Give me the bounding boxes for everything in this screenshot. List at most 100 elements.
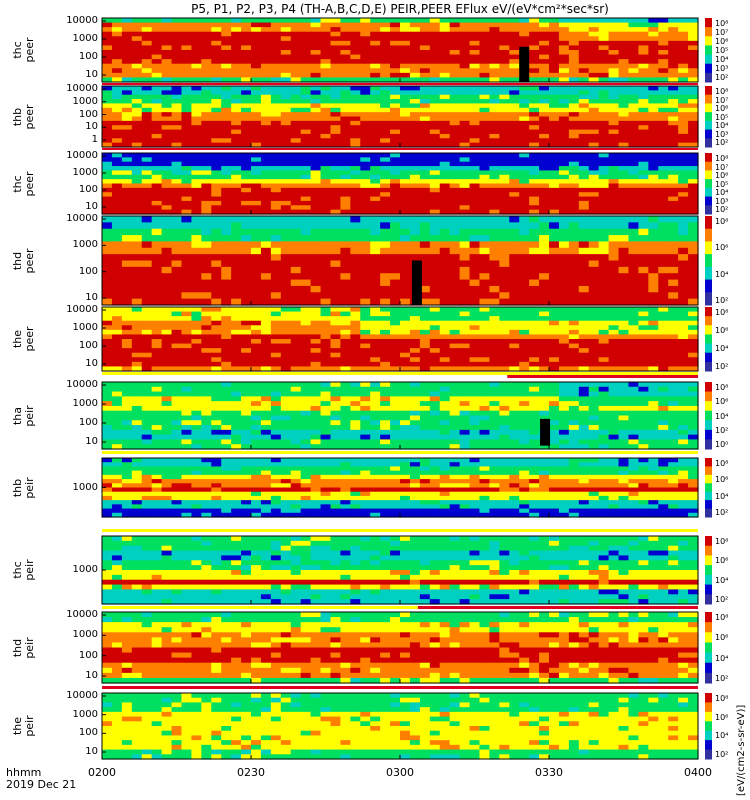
heatmap-cell xyxy=(668,107,679,113)
heatmap-cell xyxy=(519,86,530,91)
heatmap-cell xyxy=(310,279,322,287)
heatmap-cell xyxy=(231,343,242,349)
heatmap-cell xyxy=(658,174,669,180)
heatmap-cell xyxy=(241,228,252,236)
heatmap-cell xyxy=(568,103,580,109)
heatmap-cell xyxy=(131,40,143,47)
heatmap-cell xyxy=(131,266,143,274)
heatmap-cell xyxy=(151,298,163,306)
heatmap-cell xyxy=(509,334,520,340)
heatmap-cell xyxy=(658,161,669,167)
heatmap-cell xyxy=(568,228,580,236)
heatmap-cell xyxy=(161,382,173,388)
heatmap-cell xyxy=(558,228,570,236)
heatmap-cell xyxy=(678,205,689,211)
colorbar-segment xyxy=(705,63,712,74)
heatmap-cell xyxy=(658,200,669,206)
heatmap-cell xyxy=(539,153,550,158)
heatmap-cell xyxy=(121,63,133,69)
heatmap-cell xyxy=(350,138,361,144)
heatmap-cell xyxy=(231,138,242,144)
heatmap-cell xyxy=(588,320,600,326)
heatmap-cell xyxy=(668,361,679,368)
heatmap-cell xyxy=(181,107,192,113)
heatmap-cell xyxy=(370,391,381,397)
heatmap-cell xyxy=(280,329,292,336)
heatmap-cell xyxy=(409,241,421,249)
heatmap-cell xyxy=(161,170,173,176)
heatmap-cell xyxy=(251,205,262,211)
heatmap-cell xyxy=(400,307,411,313)
heatmap-cell xyxy=(648,161,659,167)
heatmap-cell xyxy=(211,68,222,74)
heatmap-cell xyxy=(340,166,351,172)
heatmap-cell xyxy=(231,209,242,215)
heatmap-cell xyxy=(380,72,391,79)
heatmap-cell xyxy=(489,425,500,431)
heatmap-cell xyxy=(479,420,490,426)
heatmap-cell xyxy=(241,425,252,431)
heatmap-cell xyxy=(360,205,371,211)
heatmap-cell xyxy=(688,273,699,281)
heatmap-cell xyxy=(171,205,183,211)
heatmap-cell xyxy=(419,307,431,313)
heatmap-cell xyxy=(320,420,332,426)
heatmap-cell xyxy=(221,320,232,326)
heatmap-cell xyxy=(499,99,510,105)
heatmap-cell xyxy=(102,50,113,56)
heatmap-cell xyxy=(638,153,649,158)
heatmap-cell xyxy=(588,86,600,91)
heatmap-cell xyxy=(241,31,252,37)
heatmap-cell xyxy=(290,103,302,109)
heatmap-cell xyxy=(678,27,689,33)
heatmap-cell xyxy=(608,36,620,42)
heatmap-cell xyxy=(121,235,133,243)
heatmap-cell xyxy=(529,86,540,91)
heatmap-cell xyxy=(638,391,649,397)
heatmap-cell xyxy=(668,161,679,167)
heatmap-cell xyxy=(628,405,639,412)
heatmap-cell xyxy=(618,209,630,215)
heatmap-cell xyxy=(618,187,630,193)
heatmap-cell xyxy=(380,94,391,100)
heatmap-cell xyxy=(509,260,520,268)
heatmap-cell xyxy=(171,391,183,397)
heatmap-cell xyxy=(429,425,441,431)
heatmap-cell xyxy=(499,222,510,230)
heatmap-cell xyxy=(519,138,530,144)
heatmap-cell xyxy=(201,311,212,317)
heatmap-cell xyxy=(439,298,451,306)
heatmap-cell xyxy=(638,279,649,287)
heatmap-cell xyxy=(658,90,669,96)
heatmap-cell xyxy=(191,138,202,144)
heatmap-cell xyxy=(310,170,322,176)
heatmap-cell xyxy=(648,196,659,202)
heatmap-cell xyxy=(290,382,302,388)
heatmap-cell xyxy=(171,396,183,402)
heatmap-cell xyxy=(409,192,421,198)
heatmap-cell xyxy=(479,196,490,202)
heatmap-cell xyxy=(171,401,183,407)
heatmap-cell xyxy=(330,174,341,180)
heatmap-cell xyxy=(161,161,173,167)
heatmap-cell xyxy=(459,90,471,96)
heatmap-cell xyxy=(300,196,312,202)
heatmap-cell xyxy=(549,45,560,51)
heatmap-cell xyxy=(489,307,500,313)
heatmap-cell xyxy=(370,40,381,47)
heatmap-cell xyxy=(290,125,302,131)
heatmap-cell xyxy=(439,382,451,388)
heatmap-cell xyxy=(260,298,272,306)
heatmap-cell xyxy=(340,357,351,363)
heatmap-cell xyxy=(568,425,580,431)
heatmap-cell xyxy=(161,40,173,47)
heatmap-cell xyxy=(400,415,411,421)
heatmap-cell xyxy=(519,285,530,293)
heatmap-cell xyxy=(161,174,173,180)
heatmap-cell xyxy=(121,94,133,100)
heatmap-cell xyxy=(489,45,500,51)
heatmap-cell xyxy=(638,285,649,293)
heatmap-cell xyxy=(558,260,570,268)
heatmap-cell xyxy=(598,415,610,421)
heatmap-cell xyxy=(638,366,649,372)
